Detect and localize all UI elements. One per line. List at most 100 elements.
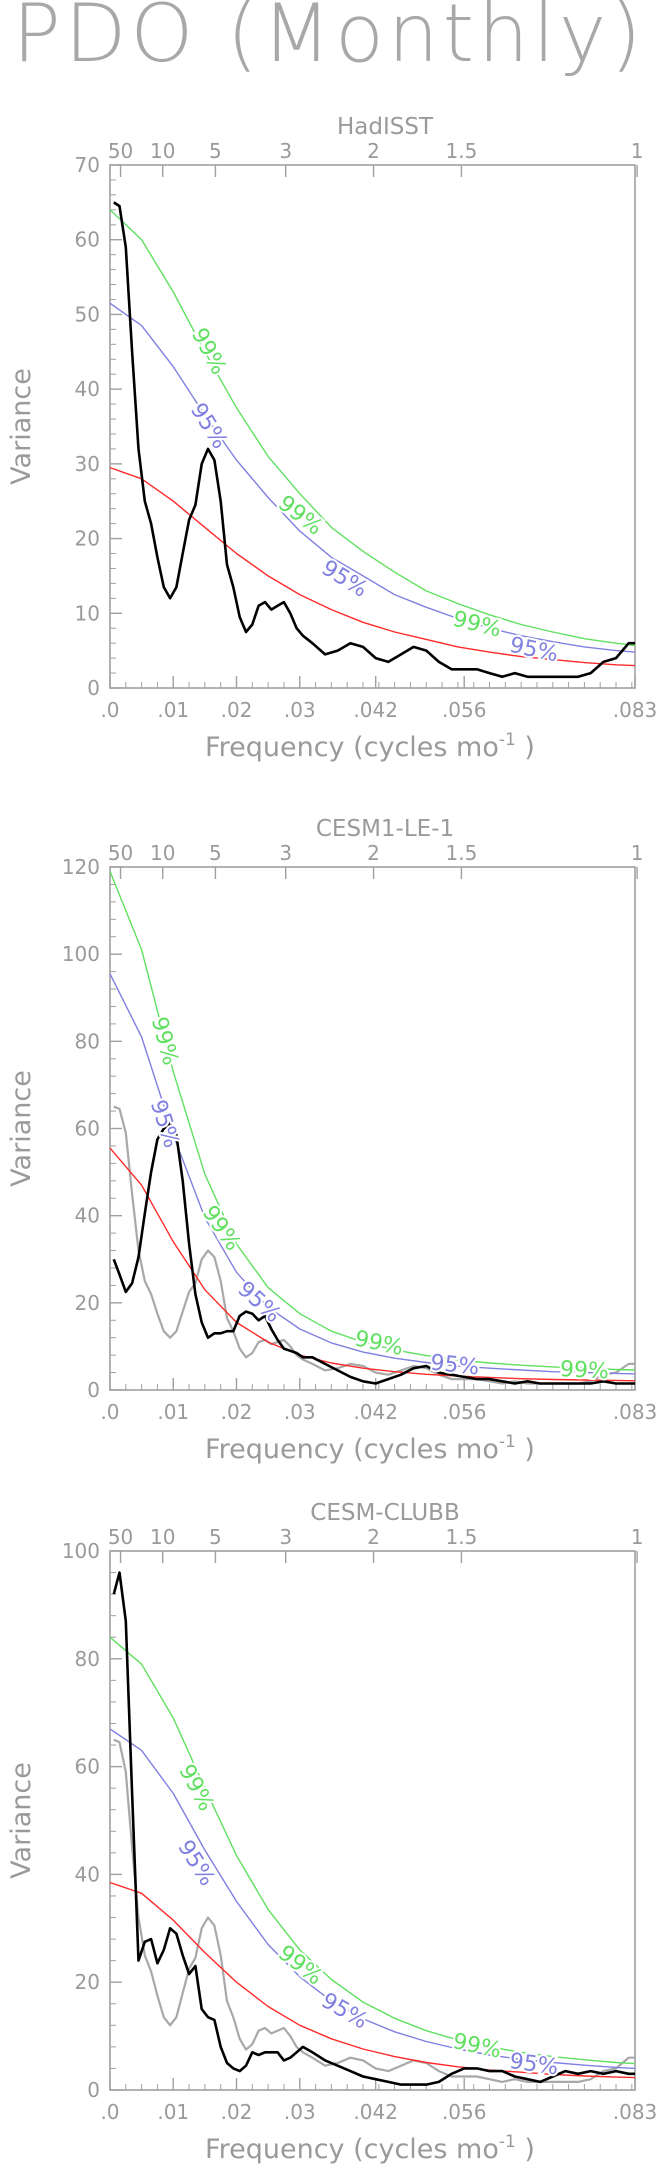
significance-label-ci99: 99% bbox=[450, 2029, 503, 2064]
y-tick-label: 80 bbox=[75, 1029, 100, 1053]
significance-label-ci95: 95% bbox=[185, 399, 232, 454]
chart-panel-cesm-clubb: 0 20 40 60 80 100 .0 .01 .02 .03 .042 .056 .083 50 10 5… bbox=[6, 1500, 658, 2165]
x-tick-label: .03 bbox=[284, 2100, 316, 2124]
x-tick-label: .056 bbox=[442, 1400, 487, 1424]
series-spectrum bbox=[112, 1571, 635, 2086]
x-axis-title: Frequency (cycles mo-1 ) bbox=[205, 730, 535, 763]
significance-label-ci99: 99% bbox=[197, 1201, 246, 1255]
y-axis-title: Variance bbox=[6, 368, 37, 485]
significance-label-ci95: 95% bbox=[429, 1351, 480, 1381]
series-ci95 bbox=[109, 1728, 636, 2070]
y-axis-title: Variance bbox=[6, 1070, 37, 1187]
significance-label-ci99: 99% bbox=[559, 1357, 609, 1385]
series-ci99 bbox=[109, 1636, 636, 2065]
x-tick-label: .01 bbox=[157, 2100, 189, 2124]
x-tick-label: .0 bbox=[100, 698, 119, 722]
x-tick-label: .02 bbox=[221, 698, 253, 722]
x-axis-title-close: ) bbox=[516, 2134, 535, 2165]
series-ci99 bbox=[109, 871, 636, 1371]
x-tick-label: .083 bbox=[613, 2100, 658, 2124]
plot-frame bbox=[109, 1550, 636, 2091]
x-tick-label: .02 bbox=[221, 2100, 253, 2124]
y-tick-label: 40 bbox=[75, 1204, 100, 1228]
x-tick-label: .083 bbox=[613, 698, 658, 722]
chart-panel-hadisst: 0 10 20 30 40 50 60 70 .0 .01 .02 .03 .042 .056 .083 50… bbox=[6, 114, 658, 763]
x-axis-title-superscript: -1 bbox=[499, 730, 516, 750]
series-red-noise bbox=[109, 1147, 636, 1382]
significance-label-ci99: 99% bbox=[352, 1326, 405, 1361]
series-ci99 bbox=[109, 209, 636, 647]
y-tick-label: 0 bbox=[87, 1378, 100, 1402]
y-tick-label: 0 bbox=[87, 676, 100, 700]
top-tick-label: 5 bbox=[209, 139, 222, 163]
y-tick-label: 0 bbox=[87, 2078, 100, 2102]
significance-label-ci99: 99% bbox=[273, 491, 327, 541]
top-tick-label: 1.5 bbox=[445, 841, 477, 865]
x-tick-label: .056 bbox=[442, 2100, 487, 2124]
y-tick-label: 60 bbox=[75, 1117, 100, 1141]
panel-title: CESM1-LE-1 bbox=[316, 816, 454, 842]
x-tick-label: .056 bbox=[442, 698, 487, 722]
top-tick-label: 50 bbox=[108, 1525, 133, 1549]
top-tick-label: 2 bbox=[367, 1525, 380, 1549]
series-ci95 bbox=[109, 973, 636, 1375]
series-spectrum bbox=[113, 201, 635, 679]
y-tick-label: 10 bbox=[75, 601, 100, 625]
x-tick-label: .083 bbox=[613, 1400, 658, 1424]
x-axis-title-superscript: -1 bbox=[499, 2132, 516, 2152]
y-tick-label: 40 bbox=[75, 377, 100, 401]
plot-frame bbox=[109, 866, 636, 1391]
y-tick-label: 100 bbox=[62, 1539, 100, 1563]
y-tick-label: 20 bbox=[75, 1970, 100, 1994]
y-tick-label: 40 bbox=[75, 1862, 100, 1886]
y-tick-label: 50 bbox=[75, 302, 100, 326]
x-tick-label: .02 bbox=[221, 1400, 253, 1424]
y-tick-label: 60 bbox=[75, 1755, 100, 1779]
chart-panel-cesm1-le-1: 0 20 40 60 80 100 120 .0 .01 .02 .03 .042 .056 .083 50… bbox=[6, 816, 658, 1465]
x-tick-label: .0 bbox=[100, 1400, 119, 1424]
top-tick-label: 3 bbox=[279, 841, 292, 865]
x-axis-title-close: ) bbox=[516, 732, 535, 763]
y-tick-label: 30 bbox=[75, 452, 100, 476]
top-tick-label: 10 bbox=[150, 1525, 175, 1549]
series-red-noise bbox=[109, 1881, 636, 2079]
x-tick-label: .0 bbox=[100, 2100, 119, 2124]
top-tick-label: 10 bbox=[150, 841, 175, 865]
top-tick-label: 1 bbox=[631, 1525, 644, 1549]
y-tick-label: 80 bbox=[75, 1647, 100, 1671]
x-axis-title-close: ) bbox=[516, 1434, 535, 1465]
x-tick-label: .042 bbox=[353, 698, 398, 722]
top-tick-label: 10 bbox=[150, 139, 175, 163]
top-tick-label: 3 bbox=[279, 1525, 292, 1549]
significance-label-ci95: 95% bbox=[317, 1988, 372, 2034]
x-tick-label: .01 bbox=[157, 698, 189, 722]
significance-label-ci99: 99% bbox=[273, 1941, 327, 1991]
x-tick-label: .042 bbox=[353, 1400, 398, 1424]
plot-frame bbox=[109, 164, 636, 689]
top-tick-label: 50 bbox=[108, 139, 133, 163]
y-tick-label: 70 bbox=[75, 153, 100, 177]
top-tick-label: 5 bbox=[209, 841, 222, 865]
top-tick-label: 1 bbox=[631, 841, 644, 865]
top-tick-label: 1.5 bbox=[445, 1525, 477, 1549]
x-axis-title-superscript: -1 bbox=[499, 1432, 516, 1452]
x-tick-label: .042 bbox=[353, 2100, 398, 2124]
panel-title: HadISST bbox=[337, 114, 434, 140]
top-tick-label: 2 bbox=[367, 841, 380, 865]
top-tick-label: 5 bbox=[209, 1525, 222, 1549]
x-axis-title: Frequency (cycles mo-1 ) bbox=[205, 2132, 535, 2165]
significance-label-ci99: 99% bbox=[173, 1760, 218, 1815]
top-tick-label: 2 bbox=[367, 139, 380, 163]
y-tick-label: 120 bbox=[62, 855, 100, 879]
top-tick-label: 1.5 bbox=[445, 139, 477, 163]
top-tick-label: 3 bbox=[279, 139, 292, 163]
y-axis-title: Variance bbox=[6, 1762, 37, 1879]
top-tick-label: 1 bbox=[631, 139, 644, 163]
series-spectrum bbox=[112, 1122, 635, 1385]
y-tick-label: 20 bbox=[75, 1291, 100, 1315]
top-tick-label: 50 bbox=[108, 841, 133, 865]
significance-label-ci95: 95% bbox=[145, 1097, 184, 1151]
y-tick-label: 60 bbox=[75, 228, 100, 252]
significance-label-ci95: 95% bbox=[507, 633, 560, 668]
significance-label-ci99: 99% bbox=[146, 1014, 183, 1068]
